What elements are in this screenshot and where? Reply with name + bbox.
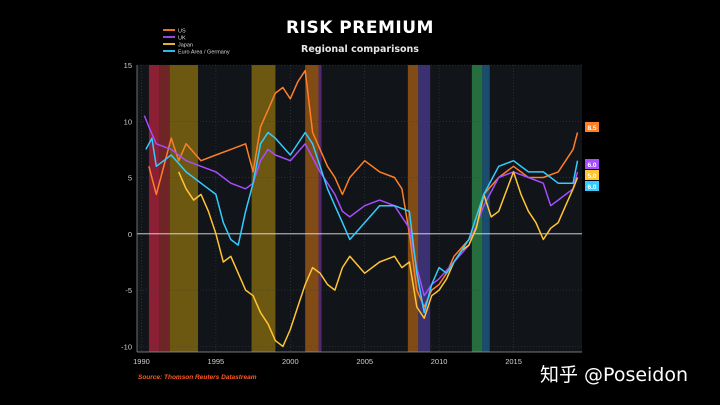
y-tick-label: 15 [124, 61, 132, 70]
shaded-period-9 [482, 65, 490, 352]
end-value-label: 8.5 [587, 125, 596, 132]
x-tick-label: 2000 [282, 357, 299, 366]
chart-title: RISK PREMIUM [286, 18, 434, 38]
y-tick-label: 0 [128, 230, 132, 239]
y-tick-label: -5 [125, 286, 132, 295]
x-tick-label: 1990 [133, 357, 150, 366]
watermark: 知乎 @Poseidon [540, 364, 689, 386]
shaded-period-5 [318, 65, 322, 352]
x-tick-label: 2010 [431, 357, 448, 366]
legend-label: US [178, 28, 186, 34]
source-note: Source: Thomson Reuters Datastream [138, 374, 257, 381]
end-value-box [585, 122, 599, 132]
shaded-period-3 [251, 65, 276, 352]
plot-area [137, 65, 582, 352]
shaded-period-7 [418, 65, 431, 352]
end-value-box [585, 159, 599, 169]
legend-label: Euro Area / Germany [178, 49, 230, 55]
end-value-label: 5.0 [587, 173, 596, 180]
end-value-box [585, 181, 599, 191]
x-tick-label: 1995 [208, 357, 225, 366]
end-value-label: 6.0 [587, 162, 596, 169]
legend-label: Japan [178, 42, 193, 48]
shaded-period-1 [159, 65, 170, 352]
shaded-period-6 [407, 65, 419, 352]
shaded-period-2 [169, 65, 199, 352]
shaded-period-0 [148, 65, 160, 352]
series-line-euro-area-germany [145, 131, 579, 314]
x-tick-label: 2005 [356, 357, 373, 366]
end-value-label: 6.0 [587, 184, 596, 191]
shaded-period-4 [305, 65, 319, 352]
end-value-box [585, 170, 599, 180]
x-tick-label: 2015 [505, 357, 522, 366]
series-line-uk [143, 115, 579, 297]
series-line-japan [178, 171, 579, 348]
legend-label: UK [178, 35, 186, 41]
y-tick-label: 10 [124, 117, 132, 126]
shaded-period-8 [471, 65, 483, 352]
y-tick-label: 5 [128, 174, 132, 183]
y-tick-label: -10 [121, 342, 132, 351]
chart-subtitle: Regional comparisons [301, 44, 419, 55]
